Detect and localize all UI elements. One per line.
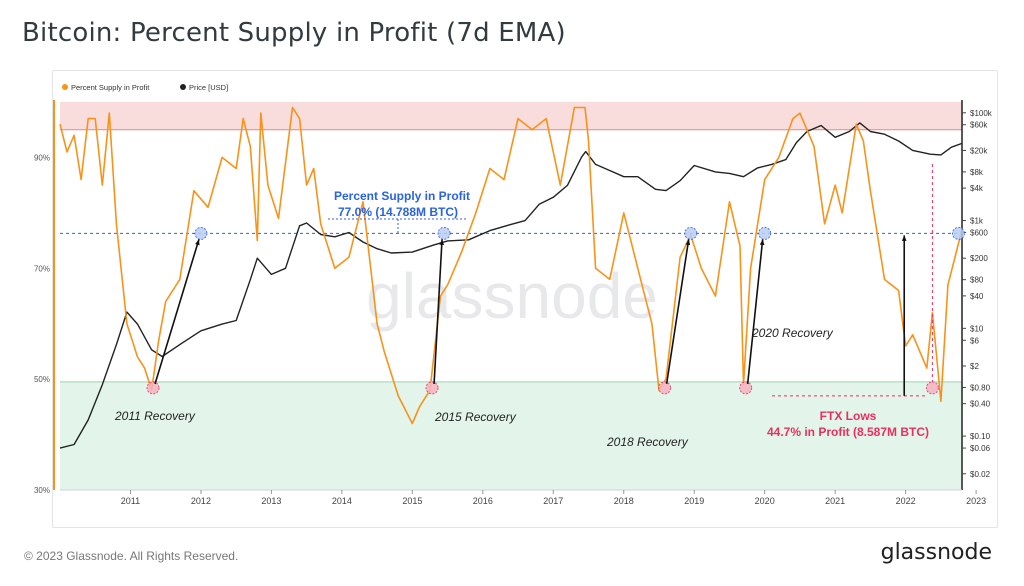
annotation-2011-recovery: 2011 Recovery xyxy=(114,409,196,423)
y-left-tick-label: 70% xyxy=(34,264,50,273)
axes: 2011 2012 2013 2014 2015 2016 2017 2018 2019 2020… xyxy=(34,100,993,506)
price-line xyxy=(59,122,963,449)
x-tick-label: 2020 xyxy=(755,496,775,506)
annotation-ftx-lows: FTX Lows xyxy=(820,409,877,423)
recovery-arrow xyxy=(154,239,200,385)
low-marker xyxy=(425,381,439,395)
x-tick-label: 2013 xyxy=(261,496,281,506)
legend-marker xyxy=(180,84,186,90)
x-tick-label: 2017 xyxy=(543,496,563,506)
y-right-tick-label: $20k xyxy=(970,146,988,155)
y-right-tick-label: $40 xyxy=(970,292,984,301)
y-right-tick-label: $0.80 xyxy=(970,383,991,392)
y-right-tick-label: $60k xyxy=(970,121,988,130)
profit-zones xyxy=(60,102,962,490)
x-tick-label: 2023 xyxy=(966,496,986,506)
x-tick-label: 2014 xyxy=(332,496,352,506)
recovery-marker xyxy=(437,226,451,240)
recovery-marker xyxy=(684,226,698,240)
y-right-tick-label: $80 xyxy=(970,276,984,285)
recovery-arrow xyxy=(746,239,764,384)
lower-zone xyxy=(60,381,962,490)
legend-marker xyxy=(62,84,68,90)
low-marker xyxy=(739,381,753,395)
y-right-tick-label: $4k xyxy=(970,184,984,193)
x-tick-label: 2012 xyxy=(191,496,211,506)
y-right-tick-label: $8k xyxy=(970,168,984,177)
supply-line xyxy=(59,106,963,425)
x-tick-label: 2019 xyxy=(684,496,704,506)
annotation-2020-recovery: 2020 Recovery xyxy=(751,326,834,340)
legend-label: Percent Supply in Profit xyxy=(71,83,150,92)
page-title: Bitcoin: Percent Supply in Profit (7d EM… xyxy=(22,18,566,48)
current-marker xyxy=(951,226,965,240)
annotation-supply-title: Percent Supply in Profit xyxy=(334,189,470,203)
low-marker xyxy=(658,381,672,395)
x-tick-label: 2015 xyxy=(402,496,422,506)
recovery-arrowhead xyxy=(759,239,765,246)
brand-logo: glassnode xyxy=(880,540,992,565)
y-right-tick-label: $0.10 xyxy=(970,432,991,441)
copyright-footer: © 2023 Glassnode. All Rights Reserved. xyxy=(24,549,239,563)
annotation-ftx-detail: 44.7% in Profit (8.587M BTC) xyxy=(767,425,929,439)
y-left-tick-label: 90% xyxy=(34,153,50,162)
y-left-tick-label: 50% xyxy=(34,375,50,384)
y-right-tick-label: $0.02 xyxy=(970,470,991,479)
low-marker xyxy=(146,381,160,395)
recovery-arrow xyxy=(433,239,443,384)
y-right-tick-label: $6 xyxy=(970,336,979,345)
supply-series xyxy=(59,106,963,425)
y-right-tick-label: $600 xyxy=(970,229,988,238)
watermark: glassnode xyxy=(366,260,658,332)
y-left-tick-label: 30% xyxy=(34,486,50,495)
price-series xyxy=(59,122,963,449)
chart-frame xyxy=(52,70,998,528)
ftx-low-marker xyxy=(925,381,939,395)
recovery-marker xyxy=(194,226,208,240)
y-right-tick-label: $0.06 xyxy=(970,444,991,453)
upper-zone xyxy=(60,102,962,130)
x-tick-label: 2022 xyxy=(896,496,916,506)
y-right-tick-label: $0.40 xyxy=(970,400,991,409)
legend: Percent Supply in Profit Price [USD] xyxy=(62,83,228,92)
recovery-arrowhead xyxy=(685,239,691,246)
annotations: 2011 Recovery 2015 Recovery 2018 Recovery 2… xyxy=(114,164,965,449)
annotation-2018-recovery: 2018 Recovery xyxy=(606,435,689,449)
recovery-marker xyxy=(758,226,772,240)
x-tick-label: 2018 xyxy=(614,496,634,506)
annotation-supply-value: 77.0% (14.788M BTC) xyxy=(338,205,458,219)
y-right-tick-label: $10 xyxy=(970,324,984,333)
y-right-tick-label: $1k xyxy=(970,217,984,226)
x-tick-label: 2021 xyxy=(825,496,845,506)
y-right-tick-label: $200 xyxy=(970,254,988,263)
x-tick-label: 2011 xyxy=(121,496,140,506)
recovery-arrowhead xyxy=(195,239,200,246)
y-right-tick-label: $2 xyxy=(970,362,979,371)
annotation-2015-recovery: 2015 Recovery xyxy=(434,410,517,424)
recovery-arrow xyxy=(665,239,690,385)
recovery-arrowhead xyxy=(901,235,907,241)
legend-label: Price [USD] xyxy=(189,83,228,92)
y-right-tick-label: $100k xyxy=(970,109,993,118)
recovery-arrowhead xyxy=(439,239,445,246)
x-tick-label: 2016 xyxy=(473,496,493,506)
